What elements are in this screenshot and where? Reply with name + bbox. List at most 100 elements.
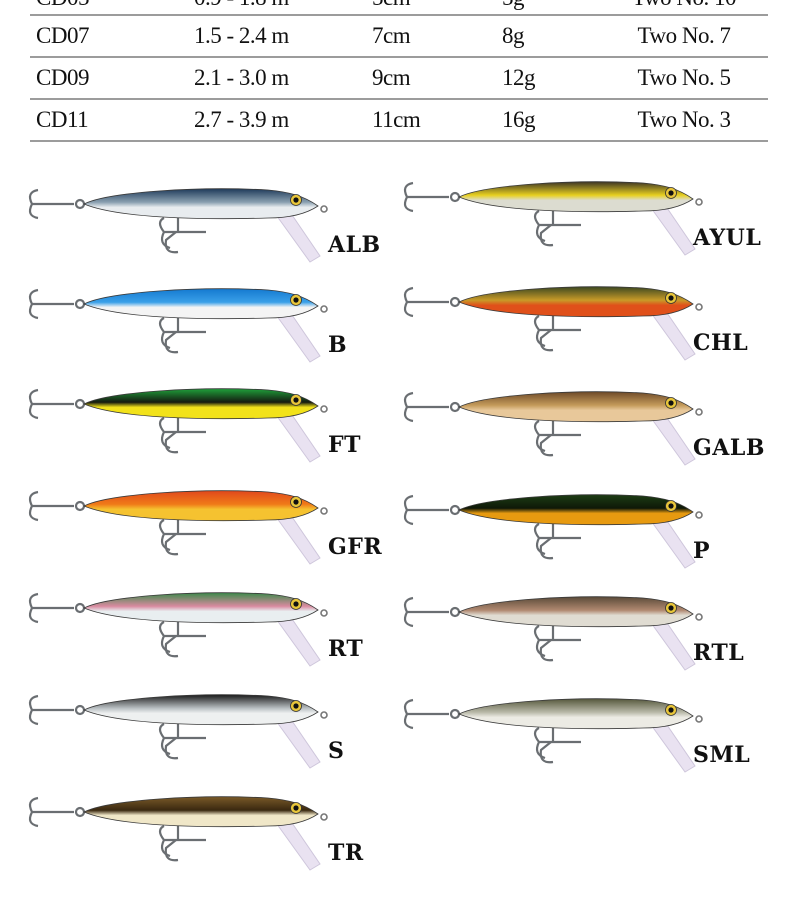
diving-lip xyxy=(648,204,696,256)
lure-color-code: AYUL xyxy=(693,225,762,251)
weight-cell: 16g xyxy=(502,99,600,142)
model-cell: CD05 xyxy=(30,0,194,16)
spec-table: CD05 0.9 - 1.8 m 5cm 5g Two No. 10 CD07 … xyxy=(30,0,768,142)
treble-hook-icon xyxy=(158,317,206,354)
model-cell: CD09 xyxy=(30,57,194,100)
eye-icon xyxy=(665,187,677,199)
hooks-cell: Two No. 10 xyxy=(600,0,768,16)
lure-color-code: GFR xyxy=(328,534,383,560)
lure-body xyxy=(458,286,694,318)
lure-item: S xyxy=(28,688,388,788)
table-row: CD11 2.7 - 3.9 m 11cm 16g Two No. 3 xyxy=(30,99,768,142)
eye-icon xyxy=(665,602,677,614)
hooks-cell: Two No. 7 xyxy=(600,15,768,58)
lure-item: B xyxy=(28,282,388,382)
treble-hook-icon xyxy=(28,796,86,828)
treble-hook-icon xyxy=(533,210,581,247)
weight-cell: 5g xyxy=(502,0,600,16)
diving-lip xyxy=(273,615,321,667)
lure-body xyxy=(83,188,319,220)
lure-illustration xyxy=(403,494,703,569)
lure-color-code: GALB xyxy=(693,435,765,461)
hooks-cell: Two No. 5 xyxy=(600,57,768,100)
treble-hook-icon xyxy=(158,621,206,658)
depth-cell: 2.1 - 3.0 m xyxy=(194,57,372,100)
diving-lip xyxy=(273,717,321,769)
diving-lip xyxy=(648,619,696,671)
treble-hook-icon xyxy=(158,417,206,454)
lure-body xyxy=(458,698,694,730)
hooks-cell: Two No. 3 xyxy=(600,99,768,142)
table-row: CD05 0.9 - 1.8 m 5cm 5g Two No. 10 xyxy=(30,0,768,16)
length-cell: 5cm xyxy=(372,0,502,16)
lure-body xyxy=(458,181,694,213)
length-cell: 9cm xyxy=(372,57,502,100)
diving-lip xyxy=(273,411,321,463)
treble-hook-icon xyxy=(533,625,581,662)
lure-illustration xyxy=(28,490,328,565)
treble-hook-icon xyxy=(533,523,581,560)
lure-body xyxy=(83,388,319,420)
treble-hook-icon xyxy=(28,388,86,420)
lure-color-code: B xyxy=(328,332,348,358)
treble-hook-icon xyxy=(158,217,206,254)
lure-item: TR xyxy=(28,790,388,890)
table-row: CD09 2.1 - 3.0 m 9cm 12g Two No. 5 xyxy=(30,57,768,100)
lure-item: RTL xyxy=(403,590,763,690)
lure-item: CHL xyxy=(403,280,763,380)
lure-illustration xyxy=(28,592,328,667)
lure-color-code: FT xyxy=(328,432,361,458)
treble-hook-icon xyxy=(403,596,461,628)
lure-item: AYUL xyxy=(403,175,763,275)
treble-hook-icon xyxy=(533,420,581,457)
treble-hook-icon xyxy=(403,181,461,213)
treble-hook-icon xyxy=(158,825,206,862)
diving-lip xyxy=(273,211,321,263)
lure-body xyxy=(458,596,694,628)
lure-item: GFR xyxy=(28,484,388,584)
eye-icon xyxy=(290,700,302,712)
depth-cell: 2.7 - 3.9 m xyxy=(194,99,372,142)
lure-color-code: TR xyxy=(328,840,364,866)
lure-illustration xyxy=(28,388,328,463)
treble-hook-icon xyxy=(403,494,461,526)
lure-body xyxy=(83,288,319,320)
eye-icon xyxy=(665,500,677,512)
diving-lip xyxy=(273,311,321,363)
eye-icon xyxy=(290,598,302,610)
diving-lip xyxy=(648,309,696,361)
lure-illustration xyxy=(28,288,328,363)
lure-body xyxy=(83,490,319,522)
lure-body xyxy=(83,796,319,828)
treble-hook-icon xyxy=(403,286,461,318)
length-cell: 11cm xyxy=(372,99,502,142)
eye-icon xyxy=(665,292,677,304)
lure-illustration xyxy=(28,694,328,769)
treble-hook-icon xyxy=(28,288,86,320)
lure-color-code: SML xyxy=(693,742,751,768)
depth-cell: 0.9 - 1.8 m xyxy=(194,0,372,16)
lure-illustration xyxy=(403,596,703,671)
lure-item: RT xyxy=(28,586,388,686)
lure-item: P xyxy=(403,488,763,588)
treble-hook-icon xyxy=(158,723,206,760)
lure-color-code: ALB xyxy=(328,232,381,258)
table-row: CD07 1.5 - 2.4 m 7cm 8g Two No. 7 xyxy=(30,15,768,58)
lure-color-code: CHL xyxy=(693,330,749,356)
eye-icon xyxy=(290,496,302,508)
lure-item: FT xyxy=(28,382,388,482)
eye-icon xyxy=(665,704,677,716)
lure-color-code: RT xyxy=(328,636,364,662)
depth-cell: 1.5 - 2.4 m xyxy=(194,15,372,58)
lure-color-code: RTL xyxy=(693,640,745,666)
diving-lip xyxy=(273,819,321,871)
lure-illustration xyxy=(28,188,328,263)
lure-body xyxy=(458,494,694,526)
model-cell: CD11 xyxy=(30,99,194,142)
lure-illustration xyxy=(403,286,703,361)
weight-cell: 8g xyxy=(502,15,600,58)
treble-hook-icon xyxy=(28,592,86,624)
lure-body xyxy=(458,391,694,423)
diving-lip xyxy=(273,513,321,565)
diving-lip xyxy=(648,414,696,466)
